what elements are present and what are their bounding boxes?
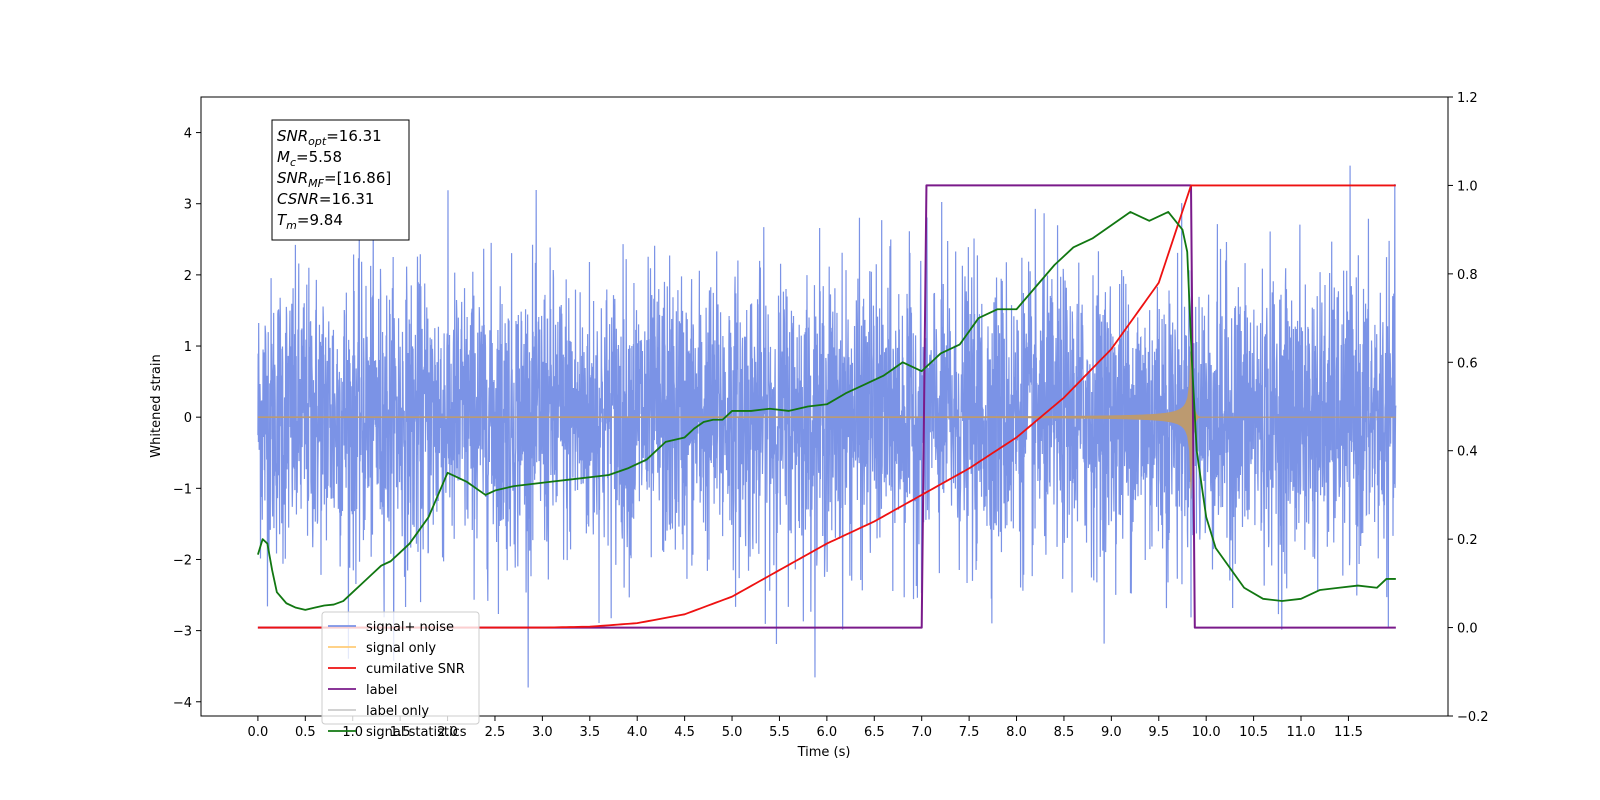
y-tick-label: −1 [173, 482, 192, 497]
y-axis-right: −0.2 0.0 0.2 0.4 0.6 0.8 1.0 1.2 [1448, 91, 1489, 725]
y2-tick-label: 1.0 [1457, 179, 1478, 194]
y-tick-label: 2 [184, 269, 192, 284]
info-box-line: CSNR=16.31 [277, 190, 374, 208]
legend-entry: signal statistics [366, 725, 467, 740]
x-tick-label: 11.0 [1287, 725, 1316, 740]
legend-frame [321, 611, 480, 725]
x-tick-label: 4.5 [674, 725, 695, 740]
y-axis-left: −4 −3 −2 −1 0 1 2 3 4 [173, 127, 201, 711]
y2-tick-label: 0.2 [1457, 533, 1478, 548]
info-box-line: Tm=9.84 [277, 211, 343, 232]
x-tick-label: 4.0 [627, 725, 648, 740]
y2-tick-label: 1.2 [1457, 91, 1478, 106]
x-tick-label: 0.5 [295, 725, 316, 740]
y2-tick-label: 0.6 [1457, 356, 1478, 371]
info-box-line: SNRopt=16.31 [277, 127, 382, 148]
plot-frame [200, 96, 1449, 717]
info-value: =16.31 [319, 190, 375, 208]
x-tick-label: 9.5 [1148, 725, 1169, 740]
label-line [257, 184, 1396, 629]
x-axis-label: Time (s) [797, 745, 851, 760]
x-tick-label: 10.0 [1192, 725, 1221, 740]
x-axis: 0.0 0.5 1.0 1.5 2.0 2.5 3.0 3.5 4.0 4.5 5.0 5.5 6.0 6… [248, 716, 1363, 740]
legend-entry: signal only [366, 641, 436, 656]
y-tick-label: 4 [184, 127, 192, 142]
signal-noise-series [257, 165, 1397, 688]
info-value: =[16.86] [324, 169, 391, 187]
x-tick-label: 1.5 [390, 725, 411, 740]
y2-tick-label: 0.4 [1457, 445, 1478, 460]
info-box-line: Mc=5.58 [277, 148, 342, 169]
info-var: CSNR [277, 190, 319, 208]
info-box-line: SNRMF=[16.86] [277, 169, 391, 190]
info-value: =5.58 [296, 148, 342, 166]
cumulative-snr-line [257, 184, 1396, 629]
x-tick-label: 3.5 [579, 725, 600, 740]
x-tick-label: 8.0 [1006, 725, 1027, 740]
y-tick-label: 1 [184, 340, 192, 355]
info-box-frame [271, 119, 410, 241]
info-value: =9.84 [297, 211, 343, 229]
y2-tick-label: −0.2 [1457, 710, 1489, 725]
y-tick-label: −3 [173, 625, 192, 640]
x-tick-label: 9.0 [1101, 725, 1122, 740]
info-sub: opt [308, 135, 327, 148]
x-tick-label: 6.0 [817, 725, 838, 740]
info-var: T [277, 211, 288, 229]
x-tick-label: 7.0 [911, 725, 932, 740]
legend-entry: label [366, 683, 397, 698]
x-tick-label: 7.5 [959, 725, 980, 740]
info-sub: c [290, 156, 296, 169]
y2-tick-label: 0.8 [1457, 268, 1478, 283]
x-tick-label: 5.5 [769, 725, 790, 740]
legend: signal+ noise signal only cumilative SNR la… [321, 611, 480, 740]
x-tick-label: 10.5 [1239, 725, 1268, 740]
x-tick-label: 8.5 [1054, 725, 1075, 740]
x-tick-label: 11.5 [1334, 725, 1363, 740]
y-tick-label: −4 [173, 696, 192, 711]
x-tick-label: 5.0 [722, 725, 743, 740]
y-tick-label: 3 [184, 198, 192, 213]
x-tick-label: 1.0 [342, 725, 363, 740]
x-tick-label: 6.5 [864, 725, 885, 740]
y-axis-label: Whitened strain [149, 354, 164, 457]
plot-area [200, 96, 1449, 717]
y2-tick-label: 0.0 [1457, 622, 1478, 637]
info-sub: MF [308, 177, 324, 190]
y-tick-label: −2 [173, 553, 192, 568]
info-var: M [277, 148, 290, 166]
signal-noise-line [257, 165, 1397, 688]
signal-statistics-line [257, 211, 1396, 611]
y-tick-label: 0 [184, 411, 192, 426]
info-value: =16.31 [326, 127, 382, 145]
info-var: SNR [277, 127, 308, 145]
info-sub: m [286, 219, 297, 232]
x-tick-label: 3.0 [532, 725, 553, 740]
x-tick-label: 0.0 [248, 725, 269, 740]
info-var: SNR [277, 169, 308, 187]
legend-entry: label only [366, 704, 429, 719]
x-tick-label: 2.5 [485, 725, 506, 740]
info-box: SNRopt=16.31Mc=5.58SNRMF=[16.86]CSNR=16.… [271, 119, 410, 241]
legend-entry: cumilative SNR [366, 662, 465, 677]
x-tick-label: 2.0 [437, 725, 458, 740]
right-axis-series [257, 184, 1396, 629]
legend-entry: signal+ noise [366, 620, 454, 635]
